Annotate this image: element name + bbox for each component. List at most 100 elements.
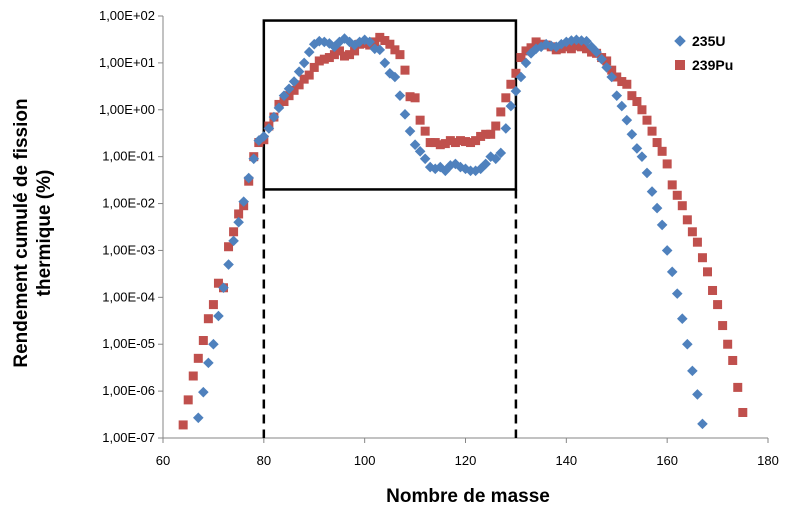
data-point-239Pu [314,56,324,66]
data-point-239Pu [319,54,329,64]
y-axis-title-line2: thermique (%) [34,170,55,297]
data-point-235U [581,35,592,47]
data-point-239Pu [299,74,309,84]
data-point-239Pu [687,227,697,237]
data-point-239Pu [203,314,213,324]
data-point-235U [490,153,502,165]
data-point-235U [515,71,527,83]
data-point-239Pu [375,32,385,42]
data-point-235U [601,62,612,73]
legend-marker-239Pu [675,60,685,70]
data-point-235U [293,66,305,77]
y-tick-label: 1,00E-07 [102,430,155,445]
data-point-239Pu [713,300,723,310]
data-point-239Pu [229,227,239,237]
x-tick-label: 140 [555,453,577,468]
data-point-239Pu [657,146,667,156]
data-point-239Pu [622,79,632,89]
data-point-239Pu [632,97,642,107]
data-point-235U [656,219,668,231]
data-point-235U [505,100,517,112]
data-point-239Pu [617,77,627,87]
data-point-235U [697,418,708,430]
data-point-235U [692,389,703,400]
data-point-239Pu [466,138,476,148]
data-point-239Pu [496,107,506,117]
data-point-235U [419,153,431,165]
data-point-239Pu [425,138,435,148]
data-point-239Pu [486,129,496,139]
data-point-235U [440,165,451,177]
data-point-235U [253,135,265,146]
data-point-239Pu [410,93,420,103]
data-points [178,32,748,430]
data-point-239Pu [602,56,612,66]
data-point-239Pu [309,62,319,72]
data-point-235U [661,245,673,256]
data-point-235U [676,313,688,325]
data-point-235U [394,90,406,101]
data-point-235U [611,90,623,101]
data-point-239Pu [329,50,339,60]
data-point-235U [596,53,607,65]
data-point-239Pu [289,85,299,95]
data-point-239Pu [304,70,314,80]
data-point-235U [429,163,441,175]
data-point-235U [399,109,411,120]
data-point-235U [470,165,481,177]
data-point-239Pu [415,115,425,125]
data-point-235U [298,57,310,69]
data-point-239Pu [531,37,541,47]
data-point-239Pu [340,51,349,61]
data-point-235U [621,114,633,126]
data-point-239Pu [516,53,526,63]
data-point-235U [278,90,290,101]
data-point-235U [283,83,295,95]
data-point-235U [530,43,542,55]
data-point-239Pu [420,126,430,136]
y-tick-label: 1,00E-04 [102,289,155,304]
data-point-235U [434,161,446,173]
data-point-235U [666,266,678,278]
data-point-239Pu [501,93,511,103]
data-point-235U [364,36,376,48]
legend: 235U 239Pu [674,33,733,73]
data-point-235U [238,196,249,207]
data-point-235U [626,128,638,140]
data-point-239Pu [662,159,672,169]
data-point-235U [213,310,224,322]
data-point-239Pu [405,92,415,102]
x-tick-label: 180 [757,453,779,468]
data-point-235U [606,71,618,83]
data-point-239Pu [471,136,481,146]
data-point-239Pu [627,91,637,101]
data-point-239Pu [224,242,234,252]
data-point-239Pu [445,136,455,146]
data-point-239Pu [334,46,344,56]
data-point-239Pu [682,215,692,225]
x-tick-label: 60 [156,453,170,468]
data-point-239Pu [637,105,647,115]
highlight-region [262,19,518,438]
legend-label-235U: 235U [692,33,725,49]
y-tick-label: 1,00E-02 [102,196,155,211]
y-axis-title-line1: Rendement cumulé de fission [11,98,32,367]
legend-marker-235U [674,35,686,47]
y-tick-label: 1,00E+02 [99,8,155,23]
data-point-235U [263,123,275,134]
y-tick-label: 1,00E-06 [102,383,155,398]
data-point-239Pu [511,68,521,78]
data-point-235U [288,76,300,87]
data-point-235U [460,163,471,175]
data-point-239Pu [667,180,677,190]
y-tick-label: 1,00E+01 [99,55,155,70]
data-point-239Pu [294,80,304,90]
x-tick-label: 100 [354,453,376,468]
data-point-235U [273,102,285,114]
data-point-239Pu [213,278,223,288]
data-point-239Pu [566,44,576,54]
data-point-239Pu [183,395,193,405]
data-point-239Pu [455,136,465,146]
data-point-239Pu [380,36,390,46]
data-point-235U [404,125,416,137]
